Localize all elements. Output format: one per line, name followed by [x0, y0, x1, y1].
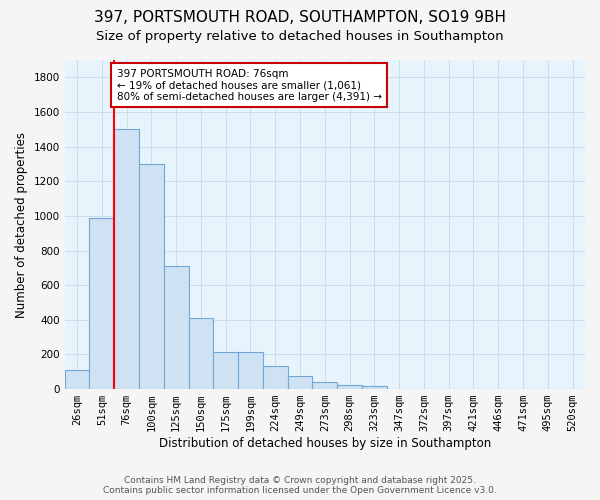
Text: Size of property relative to detached houses in Southampton: Size of property relative to detached ho…: [96, 30, 504, 43]
Bar: [114, 130, 139, 389]
Bar: [65, 370, 89, 389]
Bar: [188, 318, 214, 389]
Bar: [337, 385, 362, 389]
Bar: [89, 218, 114, 389]
X-axis label: Distribution of detached houses by size in Southampton: Distribution of detached houses by size …: [159, 437, 491, 450]
Bar: [313, 382, 337, 389]
Bar: [362, 386, 387, 389]
Bar: [139, 164, 164, 389]
Y-axis label: Number of detached properties: Number of detached properties: [15, 132, 28, 318]
Text: 397 PORTSMOUTH ROAD: 76sqm
← 19% of detached houses are smaller (1,061)
80% of s: 397 PORTSMOUTH ROAD: 76sqm ← 19% of deta…: [117, 68, 382, 102]
Bar: [287, 376, 313, 389]
Bar: [214, 352, 238, 389]
Bar: [238, 352, 263, 389]
Bar: [263, 366, 287, 389]
Text: 397, PORTSMOUTH ROAD, SOUTHAMPTON, SO19 9BH: 397, PORTSMOUTH ROAD, SOUTHAMPTON, SO19 …: [94, 10, 506, 25]
Text: Contains HM Land Registry data © Crown copyright and database right 2025.
Contai: Contains HM Land Registry data © Crown c…: [103, 476, 497, 495]
Bar: [164, 266, 188, 389]
